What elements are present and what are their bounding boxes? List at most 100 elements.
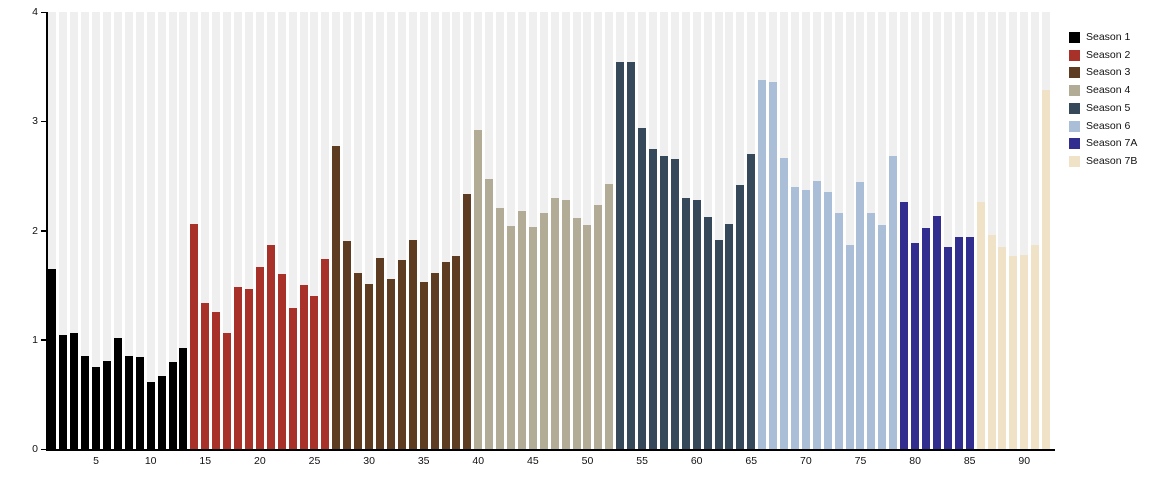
legend-label: Season 7B bbox=[1086, 154, 1138, 167]
x-tick-label: 60 bbox=[690, 455, 703, 467]
bar-episode-24-season-2 bbox=[299, 285, 308, 449]
y-tick-label: 1 bbox=[32, 333, 38, 346]
bar-episode-19-season-2 bbox=[244, 289, 253, 449]
background-stripe bbox=[376, 12, 384, 449]
legend-label: Season 1 bbox=[1086, 31, 1131, 43]
y-axis bbox=[46, 12, 48, 450]
y-tick-mark bbox=[41, 448, 46, 450]
bar-episode-35-season-3 bbox=[419, 281, 428, 449]
legend-swatch-icon bbox=[1069, 85, 1080, 97]
bar-episode-30-season-3 bbox=[365, 284, 374, 449]
y-tick-mark bbox=[41, 339, 46, 341]
legend-label: Season 6 bbox=[1086, 119, 1131, 132]
x-tick-label: 55 bbox=[636, 455, 648, 467]
background-stripe bbox=[386, 12, 395, 449]
background-stripe bbox=[146, 12, 155, 449]
bar-episode-76-season-6 bbox=[867, 213, 876, 449]
legend-swatch-icon bbox=[1069, 67, 1080, 79]
legend-label: Season 7A bbox=[1086, 137, 1138, 150]
background-stripe bbox=[92, 12, 101, 449]
bar-episode-18-season-2 bbox=[234, 287, 243, 449]
bar-episode-55-season-5 bbox=[638, 127, 647, 449]
background-stripe bbox=[179, 12, 188, 449]
bar-episode-64-season-5 bbox=[736, 184, 745, 449]
background-stripe bbox=[441, 12, 450, 449]
bar-episode-46-season-4 bbox=[539, 213, 548, 449]
bar-episode-41-season-4 bbox=[485, 179, 494, 449]
bar-episode-89-season-7b bbox=[1009, 255, 1018, 449]
bar-episode-71-season-6 bbox=[812, 181, 821, 449]
background-stripe bbox=[223, 12, 232, 449]
bar-episode-52-season-4 bbox=[605, 183, 614, 449]
bar-episode-7-season-1 bbox=[113, 337, 122, 449]
bar-episode-50-season-4 bbox=[583, 225, 592, 449]
background-stripe bbox=[70, 12, 79, 449]
legend-label: Season 2 bbox=[1086, 48, 1131, 61]
bar-episode-25-season-2 bbox=[310, 296, 319, 449]
bar-episode-65-season-5 bbox=[747, 154, 756, 449]
background-stripe bbox=[212, 12, 221, 449]
background-stripe bbox=[965, 12, 974, 449]
background-stripe bbox=[1009, 12, 1018, 449]
x-tick-label: 15 bbox=[199, 455, 212, 467]
bar-episode-4-season-1 bbox=[81, 356, 90, 449]
bar-episode-61-season-5 bbox=[703, 217, 712, 449]
bar-episode-75-season-6 bbox=[856, 182, 865, 449]
background-stripe bbox=[310, 12, 319, 449]
legend-label: Season 3 bbox=[1086, 66, 1131, 79]
bar-episode-66-season-6 bbox=[758, 79, 767, 449]
background-stripe bbox=[943, 12, 952, 449]
bar-episode-14-season-2 bbox=[190, 223, 199, 449]
background-stripe bbox=[299, 12, 308, 449]
background-stripe bbox=[998, 12, 1007, 449]
background-stripe bbox=[266, 12, 275, 449]
bar-episode-29-season-3 bbox=[354, 273, 363, 449]
background-stripe bbox=[244, 12, 253, 449]
bar-episode-80-season-7a bbox=[911, 242, 920, 449]
background-stripe bbox=[911, 12, 920, 449]
legend-swatch-icon bbox=[1069, 120, 1080, 132]
background-stripe bbox=[277, 12, 286, 449]
bar-episode-90-season-7b bbox=[1020, 254, 1029, 449]
bar-episode-87-season-7b bbox=[987, 234, 996, 449]
legend-label: Season 4 bbox=[1086, 84, 1131, 97]
bar-episode-32-season-3 bbox=[386, 278, 395, 449]
bar-episode-49-season-4 bbox=[572, 218, 581, 449]
bar-episode-40-season-4 bbox=[474, 129, 483, 449]
bar-episode-15-season-2 bbox=[201, 302, 210, 449]
bar-episode-1-season-1 bbox=[48, 268, 57, 449]
bar-episode-26-season-2 bbox=[321, 258, 330, 449]
background-stripe bbox=[987, 12, 996, 449]
bar-episode-84-season-7a bbox=[954, 237, 963, 449]
bar-episode-23-season-2 bbox=[288, 308, 297, 449]
bar-episode-92-season-7b bbox=[1042, 89, 1051, 449]
bar-episode-34-season-3 bbox=[408, 240, 417, 449]
y-tick-label: 0 bbox=[32, 443, 38, 455]
bar-episode-77-season-6 bbox=[878, 225, 887, 449]
bar-episode-11-season-1 bbox=[157, 375, 166, 449]
background-stripe bbox=[714, 12, 723, 449]
background-stripe bbox=[419, 12, 428, 449]
bar-episode-67-season-6 bbox=[769, 81, 778, 449]
x-axis bbox=[46, 449, 1056, 451]
bar-episode-88-season-7b bbox=[998, 246, 1007, 449]
x-tick-label: 20 bbox=[254, 455, 266, 467]
background-stripe bbox=[321, 12, 330, 449]
background-stripe bbox=[124, 12, 133, 449]
bar-episode-79-season-7a bbox=[900, 202, 909, 449]
bar-episode-27-season-3 bbox=[332, 146, 341, 449]
background-stripe bbox=[365, 12, 374, 449]
background-stripe bbox=[201, 12, 210, 449]
bar-episode-8-season-1 bbox=[124, 356, 133, 449]
bar-episode-51-season-4 bbox=[594, 205, 603, 449]
bar-episode-17-season-2 bbox=[223, 333, 232, 449]
bar-episode-83-season-7a bbox=[943, 246, 952, 449]
bar-episode-81-season-7a bbox=[922, 228, 930, 449]
bar-episode-60-season-5 bbox=[692, 199, 701, 449]
background-stripe bbox=[354, 12, 363, 449]
bar-episode-21-season-2 bbox=[266, 244, 275, 449]
background-stripe bbox=[103, 12, 111, 449]
bar-episode-48-season-4 bbox=[561, 199, 570, 449]
bar-episode-47-season-4 bbox=[550, 197, 559, 449]
bar-episode-56-season-5 bbox=[649, 148, 657, 449]
